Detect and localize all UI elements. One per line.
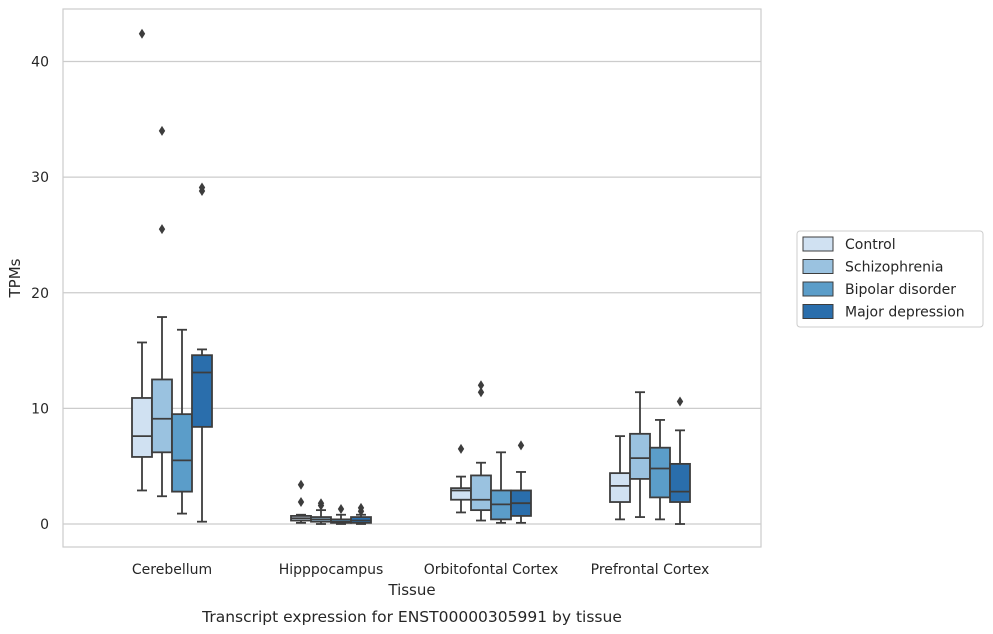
outlier-point (477, 380, 485, 391)
legend-swatch (802, 259, 834, 274)
legend-label: Bipolar disorder (845, 282, 956, 298)
legend: Control Schizophrenia Bipolar disorder Majo… (796, 230, 984, 328)
box-series (191, 182, 691, 525)
box-plot (510, 440, 532, 524)
x-tick-label: Hipppocampus (279, 562, 384, 578)
box-plot (171, 328, 193, 515)
outlier-point (297, 479, 305, 490)
outlier-point (357, 502, 365, 513)
legend-swatch (802, 304, 834, 319)
y-tick-label: 20 (31, 286, 49, 302)
y-tick-label: 10 (31, 401, 49, 417)
legend-swatch (802, 281, 834, 297)
box-iqr (470, 474, 492, 512)
legend-label: Major depression (845, 305, 965, 321)
box-iqr (669, 462, 691, 503)
outlier-point (337, 503, 345, 514)
box-series (131, 28, 631, 524)
x-tick-label: Prefrontal Cortex (591, 562, 710, 578)
outlier-point (297, 497, 305, 508)
grid-lines (63, 60, 761, 525)
legend-swatch (802, 236, 834, 252)
box-plot (350, 502, 372, 525)
box-plot (629, 391, 651, 518)
x-tick-label: Cerebellum (132, 562, 212, 578)
box-iqr (131, 397, 153, 458)
box-plot (151, 125, 173, 498)
outlier-point (457, 443, 465, 454)
outlier-point (158, 125, 166, 136)
outlier-point (158, 224, 166, 235)
box-plot (131, 28, 153, 492)
y-tick-label: 30 (31, 170, 49, 186)
box-series (151, 125, 651, 525)
x-tick-labels: Cerebellum Hipppocampus Orbitofontal Corte… (132, 562, 709, 578)
y-tick-labels: 0 10 20 30 40 (31, 55, 49, 534)
outlier-point (317, 498, 325, 509)
y-tick-label: 40 (31, 55, 49, 71)
box-plot (290, 479, 312, 524)
box-plot (669, 396, 691, 525)
chart-caption: Transcript expression for ENST0000030599… (201, 608, 622, 626)
y-tick-label: 0 (40, 517, 49, 533)
x-axis-label: Tissue (387, 581, 435, 599)
outlier-point (676, 396, 684, 407)
outlier-point (198, 182, 206, 193)
legend-label: Control (845, 237, 896, 253)
box-iqr (649, 446, 671, 499)
outlier-point (138, 28, 146, 39)
legend-frame (796, 230, 984, 328)
box-iqr (191, 354, 213, 428)
box-iqr (629, 432, 651, 480)
box-plot (191, 182, 213, 523)
legend-label: Schizophrenia (845, 260, 943, 276)
box-iqr (171, 413, 193, 493)
box-plot (609, 435, 631, 521)
box-series-group (131, 28, 691, 525)
box-iqr (151, 378, 173, 454)
y-axis-label: TPMs (6, 258, 24, 298)
outlier-point (517, 440, 525, 451)
x-tick-label: Orbitofontal Cortex (424, 562, 559, 578)
box-iqr (609, 472, 631, 503)
outlier-point (477, 387, 485, 398)
